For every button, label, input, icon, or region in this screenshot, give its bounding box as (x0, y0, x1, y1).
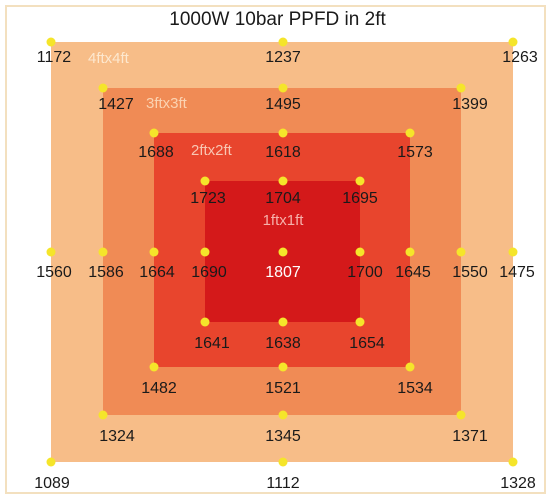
ppfd-reading: 1723 (190, 190, 226, 207)
measurement-point (508, 457, 518, 467)
measurement-point (149, 362, 159, 372)
zone-label: 4ftx4ft (88, 50, 130, 67)
measurement-point (278, 362, 288, 372)
ppfd-reading: 1641 (194, 335, 230, 352)
measurement-point-center (278, 247, 288, 257)
zone-label: 2ftx2ft (191, 142, 233, 159)
measurement-point (278, 410, 288, 420)
measurement-point (46, 37, 56, 47)
ppfd-reading: 1237 (265, 49, 301, 66)
ppfd-reading: 1427 (98, 96, 134, 113)
ppfd-reading-center: 1807 (265, 264, 301, 281)
measurement-point (98, 410, 108, 420)
reading-labels: 1172 1237 1263 1560 1475 1089 1112 1328 1427 1495… (34, 49, 538, 492)
zone-labels: 4ftx4ft 3ftx3ft 2ftx2ft 1ftx1ft (88, 50, 304, 229)
measurement-point (456, 410, 466, 420)
measurement-point (200, 176, 210, 186)
measurement-point (98, 83, 108, 93)
ppfd-reading: 1328 (500, 475, 536, 492)
ppfd-reading: 1654 (349, 335, 385, 352)
ppfd-reading: 1586 (88, 264, 124, 281)
measurement-point (149, 247, 159, 257)
ppfd-reading: 1089 (34, 475, 70, 492)
ppfd-reading: 1638 (265, 335, 301, 352)
ppfd-reading: 1704 (265, 190, 301, 207)
ppfd-reading: 1371 (452, 428, 488, 445)
measurement-points (46, 37, 518, 467)
measurement-point (456, 247, 466, 257)
measurement-point (149, 128, 159, 138)
ppfd-reading: 1263 (502, 49, 538, 66)
measurement-point (200, 247, 210, 257)
ppfd-reading: 1482 (141, 380, 177, 397)
measurement-point (355, 176, 365, 186)
measurement-point (508, 247, 518, 257)
ppfd-reading: 1521 (265, 380, 301, 397)
ppfd-reading: 1534 (397, 380, 433, 397)
ppfd-reading: 1618 (265, 144, 301, 161)
measurement-point (278, 83, 288, 93)
measurement-point (278, 317, 288, 327)
ppfd-reading: 1645 (395, 264, 431, 281)
measurement-point (405, 247, 415, 257)
measurement-point (278, 176, 288, 186)
ppfd-reading: 1695 (342, 190, 378, 207)
ppfd-reading: 1345 (265, 428, 301, 445)
ppfd-reading: 1690 (191, 264, 227, 281)
measurement-point (200, 317, 210, 327)
zone-label: 3ftx3ft (146, 95, 188, 112)
ppfd-reading: 1399 (452, 96, 488, 113)
ppfd-reading: 1700 (347, 264, 383, 281)
ppfd-reading: 1573 (397, 144, 433, 161)
measurement-point (278, 128, 288, 138)
ppfd-reading: 1495 (265, 96, 301, 113)
measurement-point (456, 83, 466, 93)
measurement-point (278, 457, 288, 467)
measurement-point (405, 362, 415, 372)
zone-label: 1ftx1ft (263, 212, 305, 229)
ppfd-reading: 1560 (36, 264, 72, 281)
ppfd-reading: 1688 (138, 144, 174, 161)
ppfd-reading: 1324 (99, 428, 135, 445)
diagram-title: 1000W 10bar PPFD in 2ft (169, 9, 386, 30)
ppfd-reading: 1172 (37, 49, 72, 66)
measurement-point (278, 37, 288, 47)
measurement-point (98, 247, 108, 257)
measurement-point (46, 457, 56, 467)
ppfd-reading: 1550 (452, 264, 488, 281)
ppfd-reading: 1475 (499, 264, 535, 281)
measurement-point (355, 247, 365, 257)
measurement-point (405, 128, 415, 138)
ppfd-reading: 1112 (266, 475, 299, 492)
measurement-point (46, 247, 56, 257)
measurement-point (355, 317, 365, 327)
ppfd-reading: 1664 (139, 264, 175, 281)
measurement-point (508, 37, 518, 47)
